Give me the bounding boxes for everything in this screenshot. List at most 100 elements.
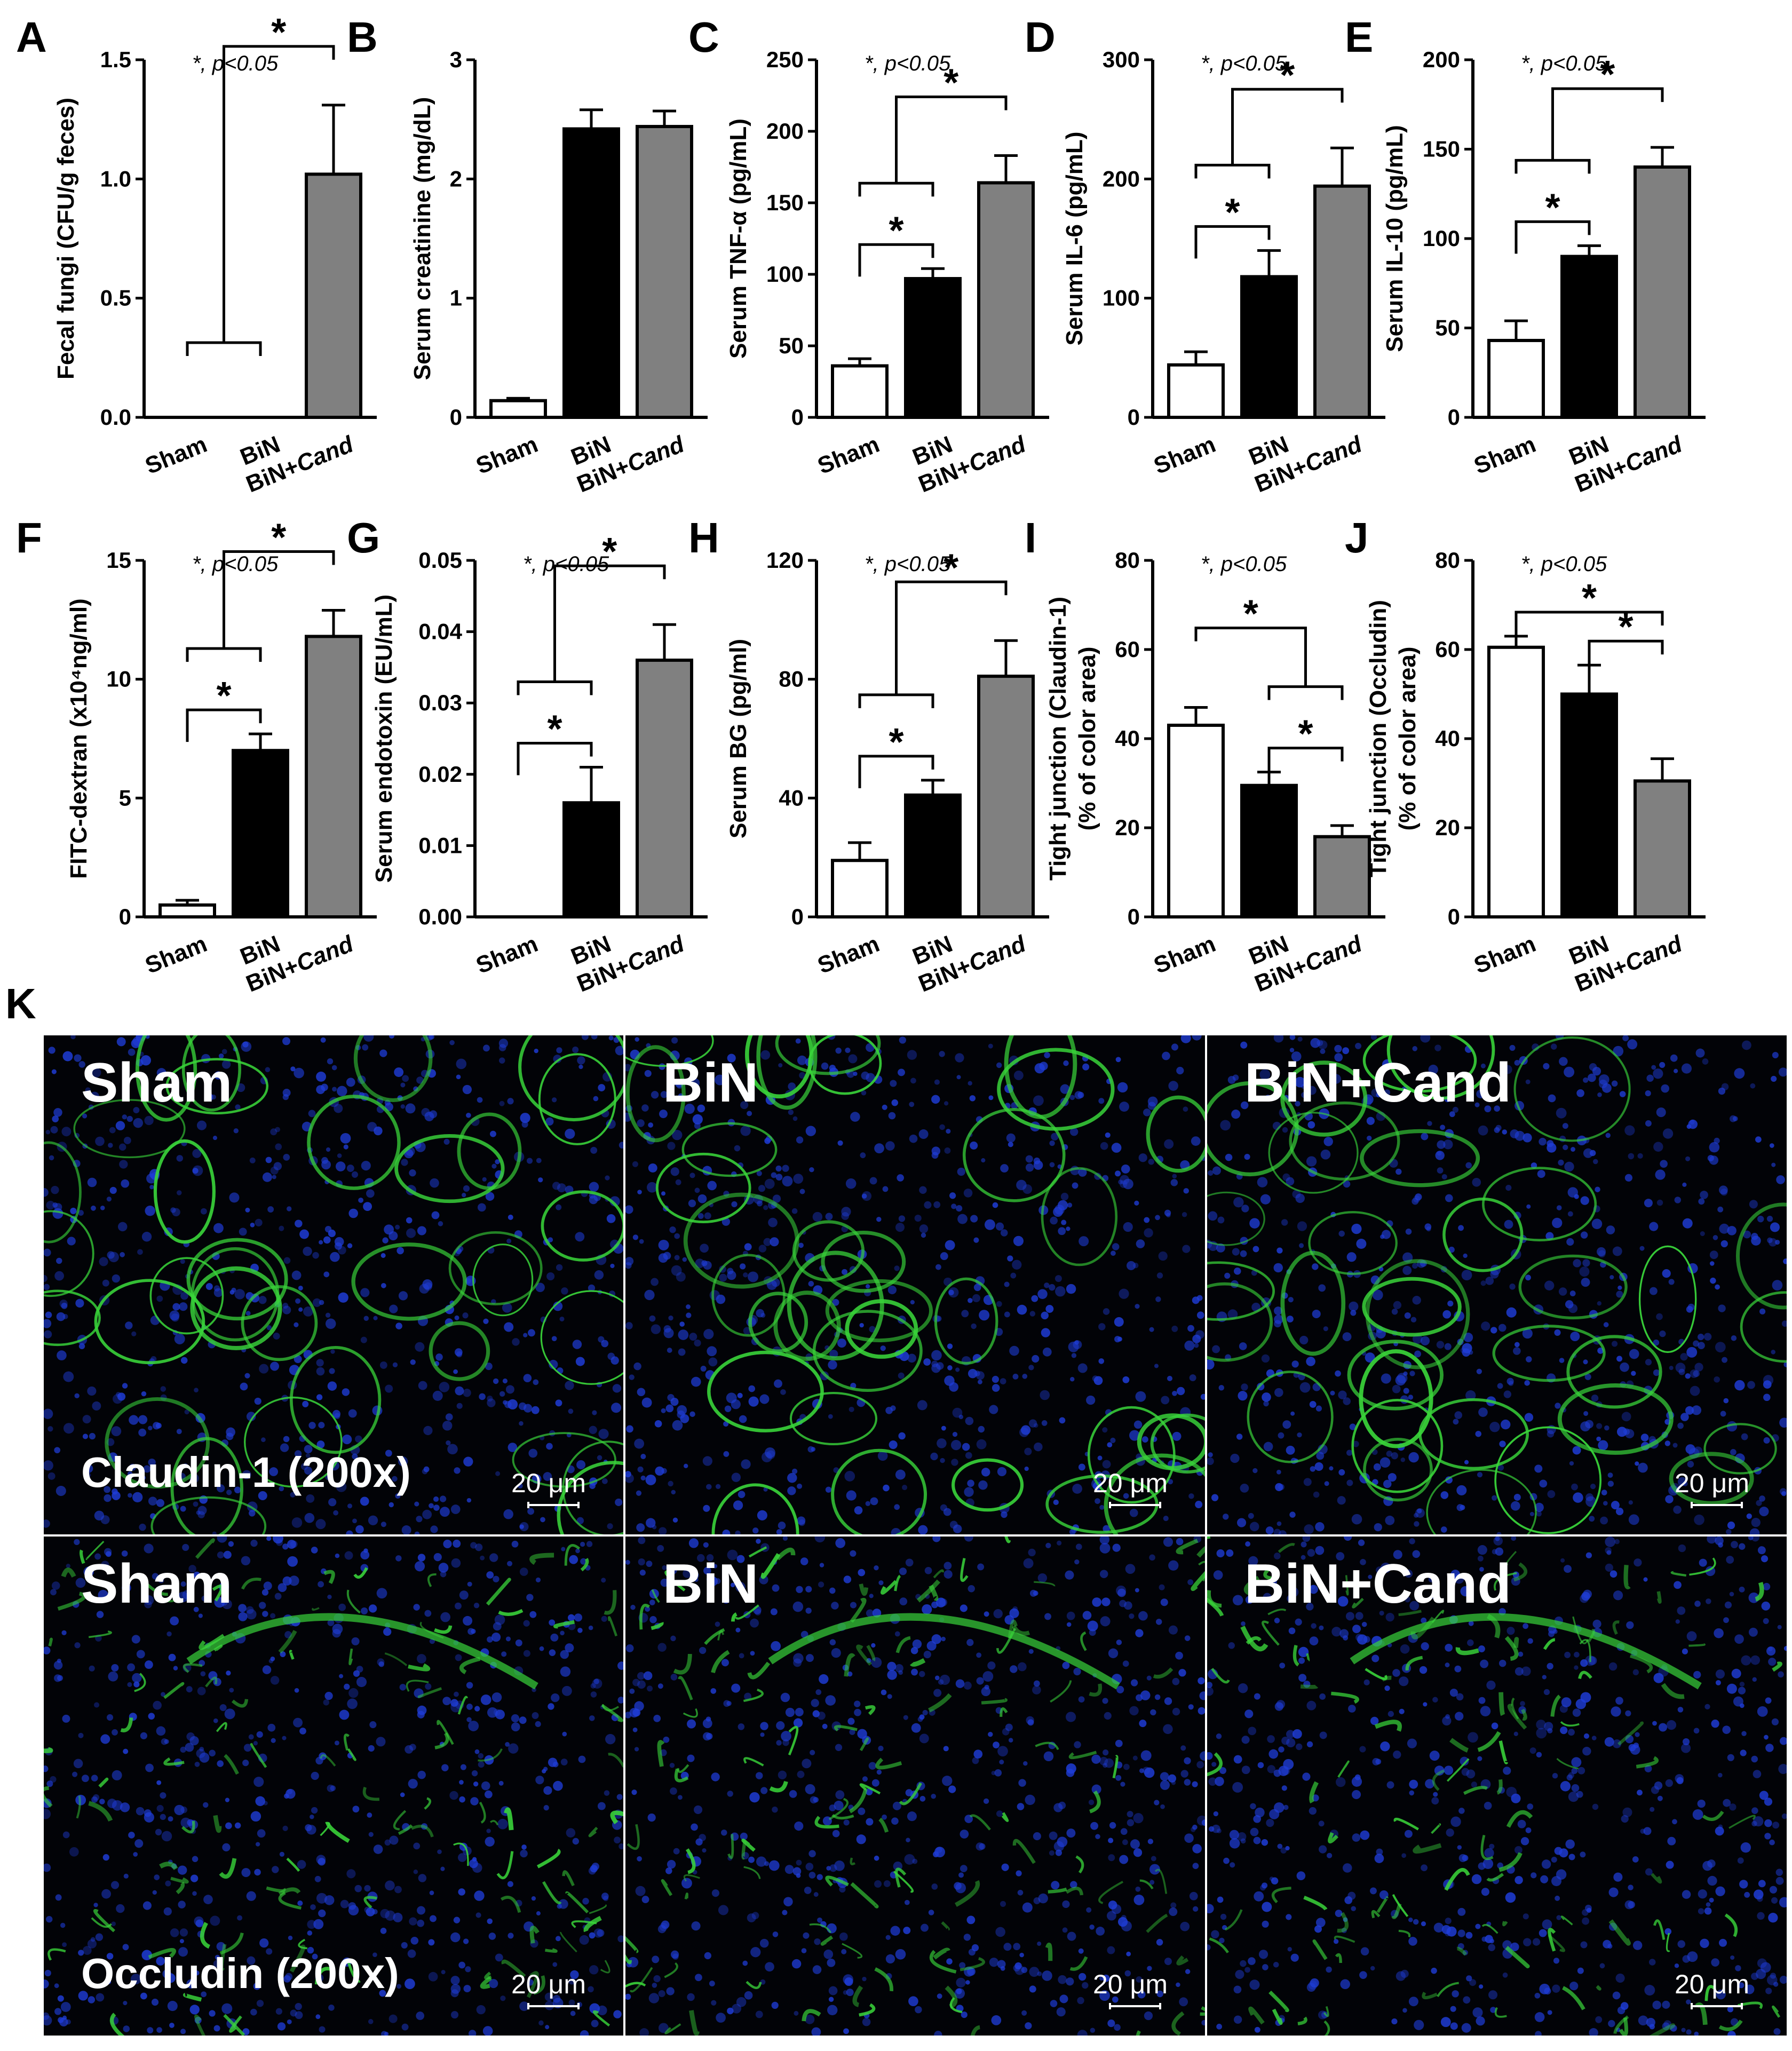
chart-panel-a: A 0.0 0.5 1.0 1.5 Fecal fungi (CFU/g feces) Sh… — [16, 11, 377, 497]
y-tick-label: 80 — [1435, 548, 1460, 573]
panel-letter: E — [1345, 13, 1373, 61]
y-tick-label: 20 — [1115, 815, 1140, 840]
y-tick-label: 0 — [1448, 405, 1460, 430]
bar-bin-cand — [636, 659, 693, 919]
micrograph-claudin-bin: BiN 20 μm — [625, 1035, 1205, 1534]
x-category-label: Sham — [141, 431, 210, 479]
fluorescence-image — [1207, 1537, 1787, 2036]
y-tick-label: 250 — [766, 47, 804, 72]
y-tick-label: 200 — [1103, 166, 1140, 191]
bar-bin — [1560, 255, 1618, 419]
y-tick-label: 20 — [1435, 815, 1460, 840]
significance-star: * — [1545, 186, 1560, 229]
significance-note: *, p<0.05 — [865, 552, 951, 576]
bar-bin-cand — [1313, 184, 1371, 419]
y-tick-label: 0 — [791, 405, 804, 430]
panel-letter: J — [1345, 514, 1369, 561]
significance-bracket — [1515, 159, 1591, 174]
y-tick-label: 0.03 — [418, 690, 462, 715]
y-tick-label: 200 — [766, 118, 804, 144]
significance-bracket — [223, 550, 335, 649]
y-tick-label: 3 — [450, 47, 462, 72]
y-tick-label: 100 — [766, 262, 804, 287]
significance-star: * — [1280, 54, 1295, 97]
panel-letter: F — [16, 514, 42, 561]
bar-bin-cand — [305, 635, 362, 919]
bar-bin-cand — [305, 172, 362, 419]
micrograph-grid: Sham Claudin-1 (200x) 20 μm BiN 20 μm Bi… — [44, 1035, 1787, 2039]
y-tick-label: 0.02 — [418, 762, 462, 787]
y-tick-label: 300 — [1103, 47, 1140, 72]
x-category-label: Sham — [472, 431, 541, 479]
x-category-label: Sham — [141, 931, 210, 979]
bar-bin — [232, 749, 289, 919]
y-axis-label-2: (% of color area) — [1074, 647, 1100, 831]
panel-letter: H — [688, 514, 719, 561]
significance-bracket — [1588, 639, 1664, 674]
micrograph-claudin-sham: Sham Claudin-1 (200x) 20 μm — [44, 1035, 623, 1534]
fluorescence-image — [1207, 1035, 1787, 1534]
bar-bin — [1240, 275, 1298, 419]
significance-bracket — [1194, 225, 1271, 259]
y-tick-label: 40 — [1115, 726, 1140, 751]
significance-bracket — [1515, 220, 1591, 254]
significance-star: * — [1298, 713, 1313, 756]
x-category-label: Sham — [1150, 431, 1219, 479]
y-tick-label: 40 — [1435, 726, 1460, 751]
y-axis-label: Serum IL-6 (pg/mL) — [1061, 132, 1088, 346]
x-category-label: Sham — [1470, 431, 1539, 479]
y-tick-label: 200 — [1423, 47, 1460, 72]
y-tick-label: 80 — [779, 667, 804, 692]
y-axis-label: Tight junction (Occludin) — [1365, 600, 1391, 877]
bar-bin — [904, 277, 962, 419]
micrograph-group-label: BiN — [663, 1052, 759, 1114]
chart-panel-g: G 0.00 0.01 0.02 0.03 0.04 0.05 Serum endotoxin… — [347, 514, 708, 997]
y-tick-label: 0 — [450, 405, 462, 430]
micrograph-claudin-bin-cand: BiN+Cand 20 μm — [1207, 1035, 1787, 1534]
panel-letter: A — [16, 13, 47, 61]
significance-star: * — [943, 62, 958, 105]
y-tick-label: 0.04 — [418, 619, 462, 644]
significance-star: * — [271, 11, 286, 54]
x-category-label: Sham — [1150, 931, 1219, 979]
bar-sham — [1167, 723, 1225, 918]
micrograph-group-label: BiN+Cand — [1244, 1052, 1511, 1114]
x-category-label: Sham — [814, 931, 883, 979]
significance-bracket — [1231, 88, 1344, 165]
bar-bin-cand — [636, 125, 693, 419]
significance-bracket — [858, 243, 934, 277]
significance-bracket — [1551, 87, 1664, 161]
fluorescence-image — [625, 1537, 1205, 2036]
significance-bracket — [1267, 747, 1344, 780]
significance-bracket — [858, 755, 934, 788]
micrograph-group-label: BiN+Cand — [1244, 1553, 1511, 1615]
significance-bracket — [895, 580, 1008, 695]
bar-bin-cand — [977, 675, 1035, 918]
significance-bracket — [186, 708, 262, 742]
y-tick-label: 10 — [106, 667, 131, 692]
y-tick-label: 0 — [1128, 904, 1140, 929]
y-tick-label: 1 — [450, 286, 462, 311]
y-axis-label: FITC-dextran (x10⁴ng/ml) — [66, 598, 92, 878]
significance-star: * — [1243, 593, 1258, 636]
charts-area: A 0.0 0.5 1.0 1.5 Fecal fungi (CFU/g feces) Sh… — [16, 11, 1706, 997]
micrograph-marker-label: Occludin (200x) — [81, 1950, 399, 1997]
y-axis-label: Serum TNF-α (pg/mL) — [725, 118, 751, 359]
significance-bracket — [858, 181, 934, 197]
significance-star: * — [1225, 191, 1240, 234]
significance-bracket — [517, 680, 593, 695]
significance-bracket — [1267, 685, 1344, 700]
significance-note: *, p<0.05 — [1201, 552, 1287, 576]
bar-bin — [904, 793, 962, 919]
y-tick-label: 150 — [766, 190, 804, 215]
significance-bracket — [186, 341, 262, 356]
x-category-label: Sham — [1470, 931, 1539, 979]
y-tick-label: 150 — [1423, 137, 1460, 162]
fluorescence-image — [44, 1537, 623, 2036]
significance-note: *, p<0.05 — [192, 52, 279, 75]
bar-sham — [158, 903, 216, 918]
significance-bracket — [186, 647, 262, 662]
